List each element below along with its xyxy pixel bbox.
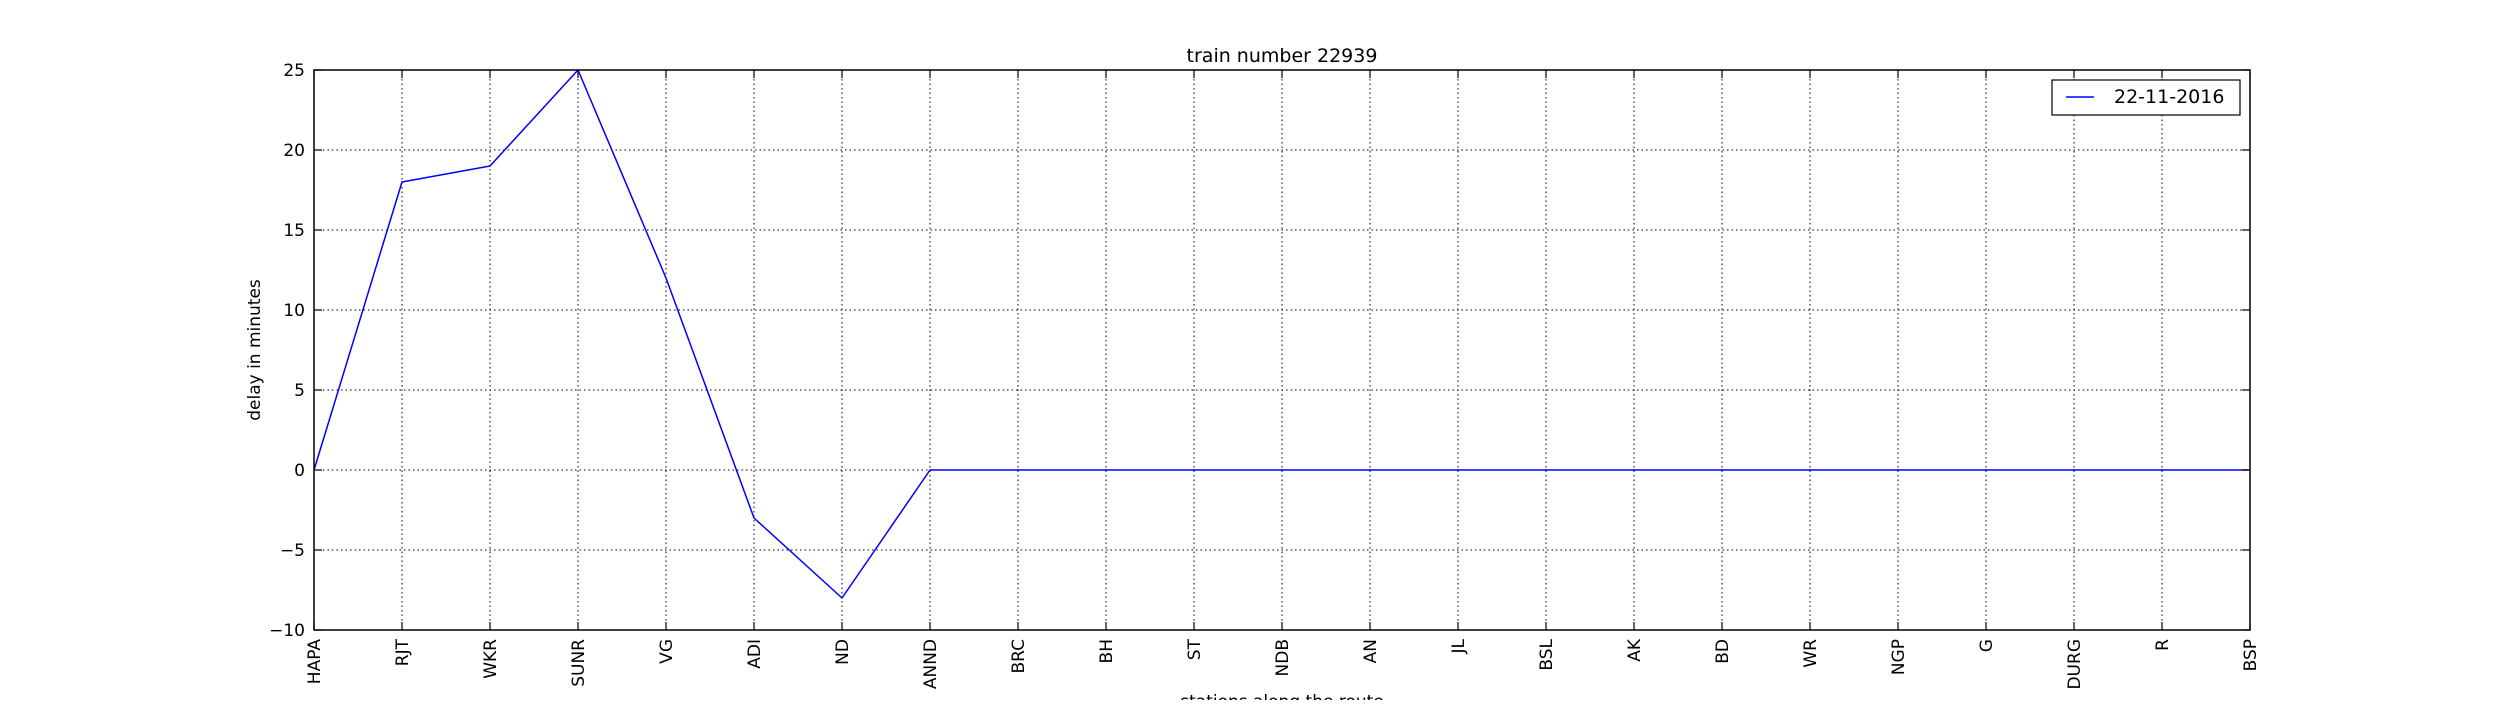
x-tick-label: ST (1185, 638, 1205, 660)
data-point (1545, 469, 1547, 471)
data-point (1809, 469, 1811, 471)
x-tick-label: AN (1361, 639, 1381, 663)
x-tick-label: AK (1625, 638, 1645, 662)
x-tick-label: WR (1801, 639, 1821, 668)
y-tick-label: −10 (269, 621, 305, 641)
x-tick-label: BSL (1537, 638, 1557, 670)
data-point (1897, 469, 1899, 471)
data-point (1193, 469, 1195, 471)
legend: 22-11-2016 (2051, 79, 2241, 116)
x-tick-label: HAPA (305, 639, 325, 685)
data-point (1017, 469, 1019, 471)
series-line (313, 69, 2250, 599)
y-tick-label: 5 (294, 381, 305, 401)
data-point (1457, 469, 1459, 471)
x-tick-label: G (1977, 639, 1997, 652)
data-point (753, 517, 755, 519)
data-point (1281, 469, 1283, 471)
series-layer (313, 69, 2251, 599)
data-point (2161, 469, 2163, 471)
x-tick-label: ND (833, 639, 853, 665)
data-point (1369, 469, 1371, 471)
x-tick-label: DURG (2065, 639, 2085, 690)
y-tick-label: 20 (283, 141, 305, 161)
x-tick-label: R (2153, 639, 2173, 651)
y-axis-label: delay in minutes (245, 279, 265, 421)
x-tick-label: ANND (921, 639, 941, 689)
data-point (841, 597, 843, 599)
x-tick-label: BSP (2241, 639, 2261, 671)
x-tick-label: BRC (1009, 639, 1029, 674)
data-point (2073, 469, 2075, 471)
data-point (929, 469, 931, 471)
data-point (1633, 469, 1635, 471)
legend-label: 22-11-2016 (2114, 86, 2224, 108)
x-tick-label: NDB (1273, 639, 1293, 676)
y-tick-label: −5 (280, 541, 305, 561)
chart-title: train number 22939 (1187, 45, 1378, 67)
x-tick-label: SUNR (569, 639, 589, 687)
data-point (489, 165, 491, 167)
data-point (665, 277, 667, 279)
x-tick-label: NGP (1889, 639, 1909, 675)
data-point (401, 181, 403, 183)
grid (313, 69, 2251, 631)
x-tick-label: BD (1713, 639, 1733, 664)
x-axis-label: stations along the route (1180, 692, 1384, 700)
x-tick-label: VG (657, 639, 677, 664)
data-point (1105, 469, 1107, 471)
data-point (1721, 469, 1723, 471)
x-tick-label: RJT (393, 638, 413, 666)
y-tick-label: 10 (283, 301, 305, 321)
x-tick-label: JL (1449, 638, 1469, 654)
x-tick-label: BH (1097, 639, 1117, 663)
x-tick-label: WKR (481, 639, 501, 679)
data-point (1985, 469, 1987, 471)
y-tick-label: 15 (283, 221, 305, 241)
x-tick-label: ADI (745, 639, 765, 669)
y-tick-label: 0 (294, 461, 305, 481)
y-tick-label: 25 (283, 61, 305, 81)
